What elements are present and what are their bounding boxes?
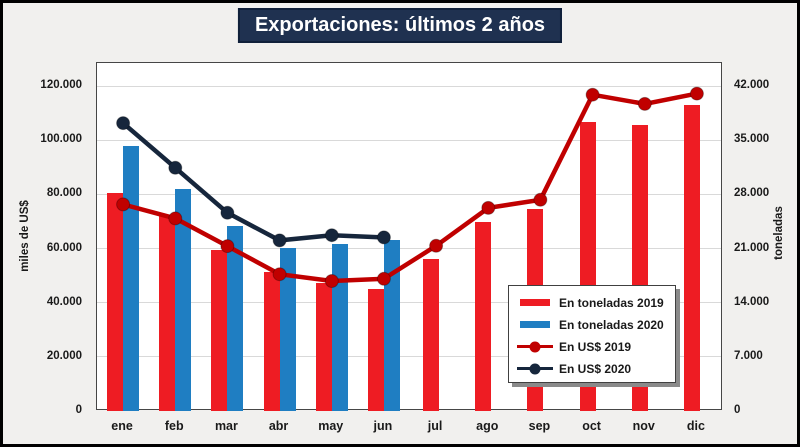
chart-title: Exportaciones: últimos 2 años: [237, 8, 563, 43]
legend-item-usd-2020: En US$ 2020: [517, 358, 667, 379]
legend-label: En toneladas 2020: [559, 317, 664, 332]
marker-icon: [429, 238, 444, 253]
legend-label: En toneladas 2019: [559, 295, 664, 310]
legend-swatch-line-2020-icon: [517, 363, 553, 374]
gridline: [97, 302, 721, 304]
bar-toneladas-2020-abr: [279, 247, 296, 411]
bar-toneladas-2019-jul: [423, 258, 440, 411]
marker-icon: [324, 228, 339, 243]
legend: En toneladas 2019 En toneladas 2020 En U…: [508, 285, 676, 383]
marker-icon: [533, 192, 548, 207]
bar-toneladas-2019-ago: [475, 222, 492, 411]
line-en-us-2020: [121, 121, 384, 243]
marker-icon: [220, 239, 235, 254]
legend-swatch-bar-2019-icon: [520, 299, 550, 306]
left-axis-tick-label: 120.000: [40, 79, 82, 92]
left-axis-tick-label: 40.000: [46, 295, 82, 308]
marker-icon: [376, 271, 391, 286]
marker-icon: [116, 116, 131, 131]
legend-swatch-line-2019-icon: [517, 341, 553, 352]
bar-toneladas-2019-abr: [263, 271, 280, 411]
gridline: [97, 248, 721, 249]
plot-area: [96, 62, 722, 411]
right-axis-tick-label: 7.000: [734, 349, 763, 362]
bar-toneladas-2019-ene: [107, 192, 124, 411]
marker-icon: [272, 233, 287, 248]
bar-toneladas-2020-mar: [227, 226, 244, 411]
x-tick-label-sep: sep: [528, 419, 551, 433]
bar-toneladas-2019-mar: [211, 250, 228, 411]
x-tick-label-dic: dic: [686, 419, 705, 433]
bar-toneladas-2019-may: [315, 283, 332, 411]
left-axis-tick-label: 20.000: [46, 349, 82, 362]
right-axis-tick-label: 35.000: [734, 133, 770, 146]
right-axis-tick-labels: 0 7.000 14.000 21.000 28.000 35.000 42.000: [734, 62, 796, 416]
line-en-us-2019: [122, 91, 698, 284]
marker-icon: [481, 200, 496, 215]
right-axis-tick-label: 21.000: [734, 241, 770, 254]
marker-icon: [168, 160, 183, 175]
gridline: [97, 193, 721, 195]
bar-toneladas-2019-dic: [683, 104, 700, 411]
left-axis-tick-label: 0: [75, 404, 82, 416]
x-tick-label-oct: oct: [582, 419, 601, 433]
marker-icon: [168, 211, 183, 226]
bar-toneladas-2019-jun: [367, 288, 384, 411]
left-axis-tick-label: 100.000: [40, 133, 82, 146]
x-tick-label-nov: nov: [632, 419, 655, 433]
marker-icon: [116, 197, 131, 212]
x-axis-tick-labels: ene feb mar abr may jun jul ago sep oct nov dic: [96, 417, 722, 435]
x-tick-label-jul: jul: [427, 419, 443, 433]
x-tick-label-ene: ene: [111, 419, 133, 433]
left-axis-tick-labels: 0 20.000 40.000 60.000 80.000 100.000 120.000: [3, 62, 88, 416]
x-tick-label-feb: feb: [164, 419, 184, 433]
bar-toneladas-2019-feb: [159, 215, 176, 411]
legend-swatch-bar-2020-icon: [520, 321, 550, 328]
gridline: [97, 356, 721, 358]
right-axis-tick-label: 28.000: [734, 187, 770, 200]
line-series-layer: [116, 86, 704, 288]
marker-icon: [689, 86, 704, 101]
gridline: [97, 85, 721, 87]
legend-item-toneladas-2020: En toneladas 2020: [517, 314, 667, 335]
right-axis-tick-label: 0: [734, 404, 741, 416]
marker-icon: [220, 205, 235, 220]
legend-label: En US$ 2019: [559, 339, 632, 354]
legend-item-toneladas-2019: En toneladas 2019: [517, 292, 667, 313]
marker-icon: [376, 230, 391, 245]
x-tick-label-ago: ago: [476, 419, 499, 433]
left-axis-tick-label: 60.000: [46, 241, 82, 254]
marker-icon: [637, 96, 652, 111]
marker-icon: [585, 87, 600, 102]
x-tick-label-abr: abr: [268, 419, 289, 433]
x-tick-label-jun: jun: [373, 419, 393, 433]
x-tick-label-mar: mar: [214, 419, 238, 433]
bar-toneladas-2020-feb: [175, 188, 192, 411]
right-axis-tick-label: 14.000: [734, 295, 770, 308]
marker-icon: [272, 267, 287, 282]
bar-toneladas-2020-ene: [123, 146, 140, 411]
x-tick-label-may: may: [318, 419, 344, 433]
gridline: [97, 139, 721, 141]
right-axis-tick-label: 42.000: [734, 79, 770, 92]
marker-icon: [324, 274, 339, 288]
legend-label: En US$ 2020: [559, 361, 632, 376]
legend-item-usd-2019: En US$ 2019: [517, 336, 667, 357]
left-axis-tick-label: 80.000: [46, 187, 82, 200]
